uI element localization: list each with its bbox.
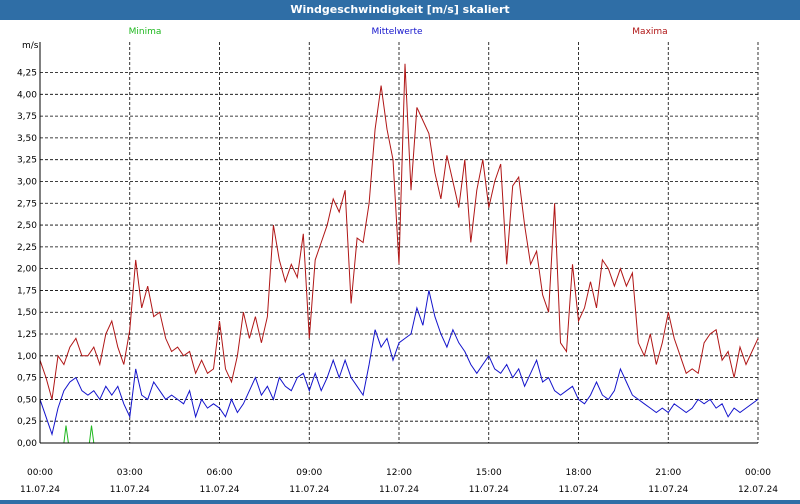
x-tick-time-label: 06:00	[207, 468, 233, 478]
y-tick-label: 4,25	[17, 69, 37, 79]
y-tick-label: 0,50	[17, 395, 37, 405]
x-tick-date-label: 11.07.24	[558, 485, 598, 495]
y-tick-label: 3,50	[17, 134, 37, 144]
y-tick-label: 1,50	[17, 308, 37, 318]
x-tick-date-label: 12.07.24	[738, 485, 778, 495]
y-axis-unit-label: m/s	[22, 41, 39, 51]
x-tick-date-label: 11.07.24	[379, 485, 419, 495]
y-tick-label: 2,50	[17, 221, 37, 231]
x-tick-date-label: 11.07.24	[110, 485, 150, 495]
x-tick-time-label: 18:00	[566, 468, 592, 478]
y-tick-label: 3,00	[17, 177, 37, 187]
y-tick-label: 3,25	[17, 156, 37, 166]
axis-layer: m/s Minima Mittelwerte Maxima 0,00 0,25 0,…	[17, 27, 778, 495]
grid-layer	[39, 42, 759, 444]
x-tick-date-label: 11.07.24	[469, 485, 509, 495]
x-tick-time-label: 15:00	[476, 468, 502, 478]
y-tick-label: 2,25	[17, 243, 37, 253]
window-title: Windgeschwindigkeit [m/s] skaliert	[0, 0, 800, 20]
legend-minima: Minima	[129, 27, 162, 37]
legend-mittelwerte: Mittelwerte	[371, 27, 422, 37]
y-tick-label: 0,00	[17, 439, 37, 449]
y-tick-label: 3,75	[17, 112, 37, 122]
y-tick-label: 1,00	[17, 352, 37, 362]
series-line-max	[39, 63, 759, 400]
y-tick-label: 1,75	[17, 286, 37, 296]
x-tick-time-label: 00:00	[745, 468, 771, 478]
x-tick-date-label: 11.07.24	[199, 485, 239, 495]
x-tick-date-label: 11.07.24	[20, 485, 60, 495]
x-tick-time-label: 09:00	[296, 468, 322, 478]
series-line-avg	[39, 290, 759, 437]
x-tick-time-label: 03:00	[117, 468, 143, 478]
x-tick-time-label: 00:00	[27, 468, 53, 478]
legend-maxima: Maxima	[632, 27, 667, 37]
chart-panel: m/s Minima Mittelwerte Maxima 0,00 0,25 0,…	[0, 20, 800, 500]
y-tick-label: 1,25	[17, 330, 37, 340]
y-tick-label: 0,25	[17, 417, 37, 427]
y-tick-label: 0,75	[17, 374, 37, 384]
series-layer	[39, 63, 759, 444]
x-tick-time-label: 21:00	[655, 468, 681, 478]
x-tick-date-label: 11.07.24	[289, 485, 329, 495]
wind-speed-chart: m/s Minima Mittelwerte Maxima 0,00 0,25 0,…	[17, 27, 778, 495]
y-tick-label: 4,00	[17, 90, 37, 100]
x-tick-date-label: 11.07.24	[648, 485, 688, 495]
x-tick-time-label: 12:00	[386, 468, 412, 478]
y-tick-label: 2,75	[17, 199, 37, 209]
y-tick-label: 2,00	[17, 265, 37, 275]
